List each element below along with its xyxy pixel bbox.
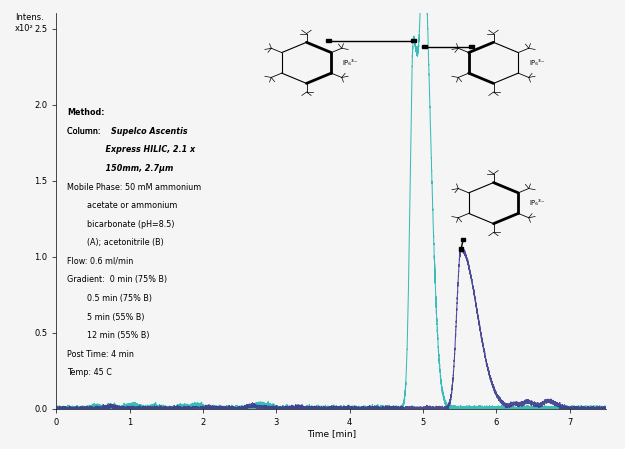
Bar xyxy=(411,39,416,42)
Text: Column:: Column: xyxy=(68,127,106,136)
Text: IP₆³⁻: IP₆³⁻ xyxy=(529,200,545,206)
Text: Column:  Supelco Ascentis: Column: Supelco Ascentis xyxy=(68,127,187,136)
Text: 0.5 min (75% B): 0.5 min (75% B) xyxy=(68,294,152,303)
Text: IP₆³⁻: IP₆³⁻ xyxy=(342,60,357,66)
Text: 150mm, 2.7μm: 150mm, 2.7μm xyxy=(68,164,174,173)
Text: Flow: 0.6 ml/min: Flow: 0.6 ml/min xyxy=(68,257,134,266)
Bar xyxy=(461,238,466,241)
Text: bicarbonate (pH=8.5): bicarbonate (pH=8.5) xyxy=(68,220,175,229)
Text: 12 min (55% B): 12 min (55% B) xyxy=(68,331,150,340)
Text: Supelco Ascentis: Supelco Ascentis xyxy=(111,127,188,136)
X-axis label: Time [min]: Time [min] xyxy=(307,429,356,438)
Text: Temp: 45 C: Temp: 45 C xyxy=(68,368,112,377)
Text: 5 min (55% B): 5 min (55% B) xyxy=(68,313,145,321)
Text: Column:: Column: xyxy=(68,127,106,136)
Text: Gradient:  0 min (75% B): Gradient: 0 min (75% B) xyxy=(68,275,168,284)
Text: Intens.
x10²: Intens. x10² xyxy=(15,13,44,33)
Text: IP₆³⁻: IP₆³⁻ xyxy=(529,60,545,66)
Bar xyxy=(469,45,474,48)
Bar xyxy=(326,39,331,42)
Bar xyxy=(459,247,463,251)
Bar xyxy=(422,45,427,48)
Text: Post Time: 4 min: Post Time: 4 min xyxy=(68,350,134,359)
Text: Method:: Method: xyxy=(68,108,105,117)
Text: Express HILIC, 2.1 x: Express HILIC, 2.1 x xyxy=(68,145,196,154)
Text: (A); acetonitrile (B): (A); acetonitrile (B) xyxy=(68,238,164,247)
Text: acetate or ammonium: acetate or ammonium xyxy=(68,201,178,210)
Text: Mobile Phase: 50 mM ammonium: Mobile Phase: 50 mM ammonium xyxy=(68,183,201,192)
